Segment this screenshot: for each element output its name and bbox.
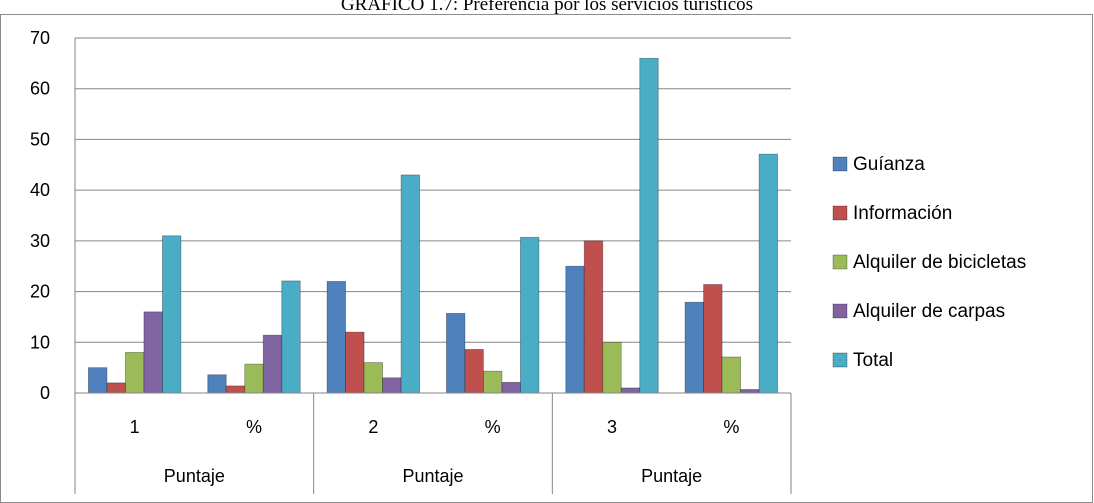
y-tick-label: 50 bbox=[30, 129, 50, 149]
x-tick-label: 3 bbox=[607, 417, 617, 437]
bar bbox=[565, 265, 585, 394]
bar bbox=[244, 363, 264, 394]
bar bbox=[262, 334, 283, 394]
legend-label: Total bbox=[853, 350, 893, 371]
legend-swatch bbox=[832, 205, 848, 221]
legend-swatch bbox=[832, 254, 848, 270]
bar bbox=[464, 348, 484, 394]
x-tick-label: % bbox=[485, 417, 501, 437]
axes bbox=[74, 38, 792, 494]
x-axis-labels: 1% 2% 3 % Puntaje Puntaje Puntaje bbox=[130, 417, 740, 486]
bar bbox=[326, 281, 346, 394]
legend-label: Información bbox=[853, 203, 952, 224]
bars bbox=[88, 57, 778, 394]
bar bbox=[602, 341, 622, 394]
bar bbox=[620, 387, 641, 394]
bar bbox=[363, 362, 383, 394]
bar bbox=[740, 389, 760, 394]
bar bbox=[162, 235, 182, 394]
bar bbox=[583, 240, 604, 394]
gridlines bbox=[75, 37, 791, 343]
bar bbox=[721, 356, 741, 394]
y-tick-label: 10 bbox=[30, 332, 50, 352]
y-tick-label: 70 bbox=[30, 28, 50, 48]
group-label: Puntaje bbox=[164, 466, 225, 486]
bar bbox=[106, 382, 126, 394]
legend: Guíanza Información Alquiler de bicicletas… bbox=[832, 154, 1026, 371]
bar bbox=[684, 301, 704, 394]
bar bbox=[483, 370, 503, 394]
legend-label: Alquiler de carpas bbox=[853, 301, 1005, 322]
legend-swatch bbox=[832, 352, 848, 368]
legend-label: Alquiler de bicicletas bbox=[853, 252, 1026, 273]
bar bbox=[446, 312, 466, 394]
group-label: Puntaje bbox=[641, 466, 702, 486]
bar bbox=[382, 377, 402, 394]
bar bbox=[703, 284, 723, 394]
legend-label: Guíanza bbox=[853, 154, 925, 175]
y-tick-label: 0 bbox=[40, 383, 50, 403]
bar bbox=[345, 331, 365, 394]
legend-swatch bbox=[832, 156, 848, 172]
x-tick-label: 1 bbox=[130, 417, 140, 437]
bar bbox=[88, 367, 108, 394]
y-tick-label: 40 bbox=[30, 180, 50, 200]
group-label: Puntaje bbox=[402, 466, 463, 486]
x-tick-label: 2 bbox=[368, 417, 378, 437]
bar bbox=[207, 374, 227, 394]
bar bbox=[639, 57, 659, 394]
bar bbox=[281, 280, 301, 394]
x-tick-label: % bbox=[723, 417, 739, 437]
bar bbox=[520, 236, 540, 394]
bar bbox=[758, 153, 778, 394]
chart-title: GRÁFICO 1.7: Preferencia por los servici… bbox=[341, 0, 753, 15]
legend-swatch bbox=[832, 303, 848, 319]
bar bbox=[225, 385, 246, 394]
y-tick-label: 30 bbox=[30, 231, 50, 251]
y-axis-ticks: 0 10 20 30 40 50 60 70 bbox=[30, 28, 50, 403]
y-tick-label: 60 bbox=[30, 79, 50, 99]
bar bbox=[125, 352, 145, 394]
x-tick-label: % bbox=[246, 417, 262, 437]
bar bbox=[501, 381, 521, 394]
bar bbox=[400, 174, 420, 394]
bar bbox=[143, 311, 163, 394]
y-tick-label: 20 bbox=[30, 282, 50, 302]
